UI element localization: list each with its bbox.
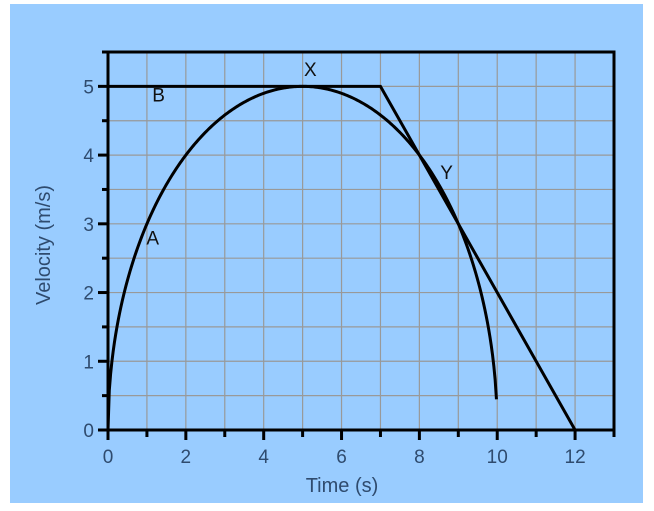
x-tick-label: 10 [487,447,508,468]
annotation-B: B [152,85,165,106]
annotation-X: X [304,60,317,81]
y-axis-label: Velocity (m/s) [33,185,55,305]
x-tick-label: 0 [103,447,114,468]
y-tick-label: 3 [83,215,94,236]
plot-frame [106,50,616,432]
grid [108,52,614,430]
x-tick-label: 4 [258,447,269,468]
x-tick-label: 8 [414,447,425,468]
y-tick-label: 5 [83,77,94,98]
x-tick-label: 12 [565,447,586,468]
y-tick-label: 0 [83,421,94,442]
x-axis-label: Time (s) [306,475,379,497]
series-B-line [108,84,577,431]
x-tick-label: 6 [336,447,347,468]
y-tick-label: 2 [83,284,94,305]
y-tick-label: 4 [83,146,94,167]
annotation-A: A [146,228,159,249]
series-layer: X Y A B [106,60,577,431]
annotation-Y: Y [440,163,453,184]
x-tick-label: 2 [181,447,192,468]
y-tick-label: 1 [83,352,94,373]
